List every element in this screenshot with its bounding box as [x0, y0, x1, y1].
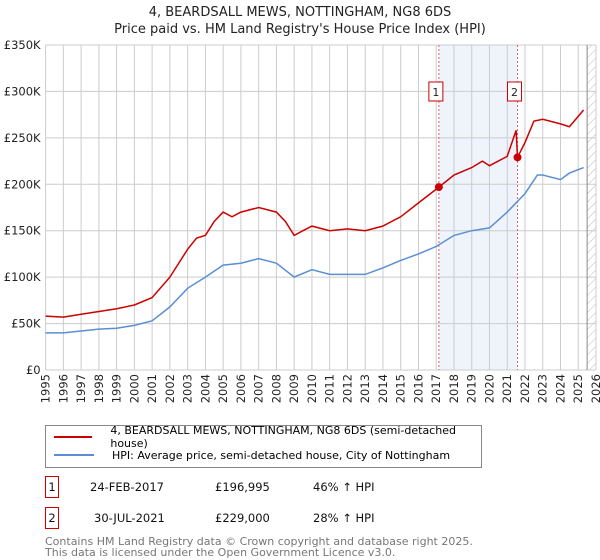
y-tick-label: £0: [26, 363, 41, 377]
x-tick-label: 2017: [429, 374, 443, 403]
legend-label-hpi: HPI: Average price, semi-detached house,…: [112, 448, 451, 462]
x-tick-label: 2007: [252, 374, 266, 403]
x-tick-label: 2020: [482, 374, 496, 403]
x-tick-label: 2019: [465, 374, 479, 403]
x-tick-label: 2021: [500, 374, 514, 403]
x-tick-label: 2004: [198, 374, 212, 403]
chart-title: 4, BEARDSALL MEWS, NOTTINGHAM, NG8 6DS: [148, 5, 452, 20]
sale-marker-2: 2: [45, 507, 59, 529]
x-tick-label: 2003: [181, 374, 195, 403]
x-tick-label: 2006: [234, 374, 248, 403]
forecast-hatch: [587, 45, 596, 370]
sale-price: £229,000: [215, 511, 270, 525]
legend-swatch-hpi: [54, 454, 94, 456]
x-tick-label: 1998: [92, 374, 106, 403]
legend-label-property: 4, BEARDSALL MEWS, NOTTINGHAM, NG8 6DS (…: [110, 424, 456, 450]
sale-hpi: 28% ↑ HPI: [313, 511, 375, 525]
sale-label-1: 1: [432, 86, 439, 99]
x-tick-label: 2008: [269, 374, 283, 403]
x-tick-label: 2018: [447, 374, 461, 403]
legend-swatch-property: [54, 436, 93, 438]
x-tick-label: 2010: [305, 374, 319, 403]
x-tick-label: 2000: [127, 374, 141, 403]
sale-point-2: [513, 153, 522, 162]
property-price-line: [45, 109, 585, 318]
x-tick-label: 2009: [287, 374, 301, 403]
footer-line-2: This data is licensed under the Open Gov…: [45, 546, 396, 559]
hpi-line: [45, 166, 584, 334]
sale-price: £196,995: [215, 480, 270, 494]
x-tick-label: 2026: [589, 374, 600, 403]
x-tick-label: 2001: [145, 374, 159, 403]
y-tick-label: £350K: [4, 38, 41, 52]
sale-point-1: [434, 183, 443, 192]
x-tick-label: 1997: [74, 374, 88, 403]
x-tick-label: 2011: [323, 374, 337, 403]
x-tick-label: 2014: [376, 374, 390, 403]
sale-marker-1: 1: [45, 476, 59, 498]
x-tick-label: 2013: [358, 374, 372, 403]
x-tick-label: 2025: [571, 374, 585, 403]
x-tick-label: 2002: [163, 374, 177, 403]
x-tick-label: 2024: [553, 374, 567, 403]
x-tick-label: 2005: [216, 374, 230, 403]
sale-label-2: 2: [511, 86, 518, 99]
y-tick-label: £100K: [4, 270, 41, 284]
x-tick-label: 2015: [394, 374, 408, 403]
x-tick-label: 1999: [110, 374, 124, 403]
sale-label-box-2: [507, 81, 523, 102]
chart-subtitle: Price paid vs. HM Land Registry's House …: [114, 22, 486, 37]
y-tick-label: £50K: [11, 317, 41, 331]
sale-date: 24-FEB-2017: [90, 480, 164, 494]
x-tick-label: 2012: [340, 374, 354, 403]
legend: 4, BEARDSALL MEWS, NOTTINGHAM, NG8 6DS (…: [45, 424, 482, 468]
y-tick-label: £300K: [4, 84, 41, 98]
sale-hpi: 46% ↑ HPI: [313, 480, 375, 494]
sale-date: 30-JUL-2021: [94, 511, 165, 525]
x-tick-label: 1996: [56, 374, 70, 403]
x-tick-label: 2016: [411, 374, 425, 403]
y-tick-label: £200K: [4, 177, 41, 191]
sale-label-box-1: [428, 81, 444, 102]
x-tick-label: 1995: [39, 374, 53, 403]
plot-area: 1995 1996 1997 1998 1999 2000 2001 2002 2003 2004…: [4, 38, 600, 403]
y-tick-label: £250K: [4, 131, 41, 145]
x-tick-label: 2022: [518, 374, 532, 403]
x-tick-label: 2023: [536, 374, 550, 403]
footer-line-1: Contains HM Land Registry data © Crown c…: [45, 535, 473, 548]
sale-period-shading: [438, 45, 518, 370]
y-tick-label: £150K: [4, 224, 41, 238]
